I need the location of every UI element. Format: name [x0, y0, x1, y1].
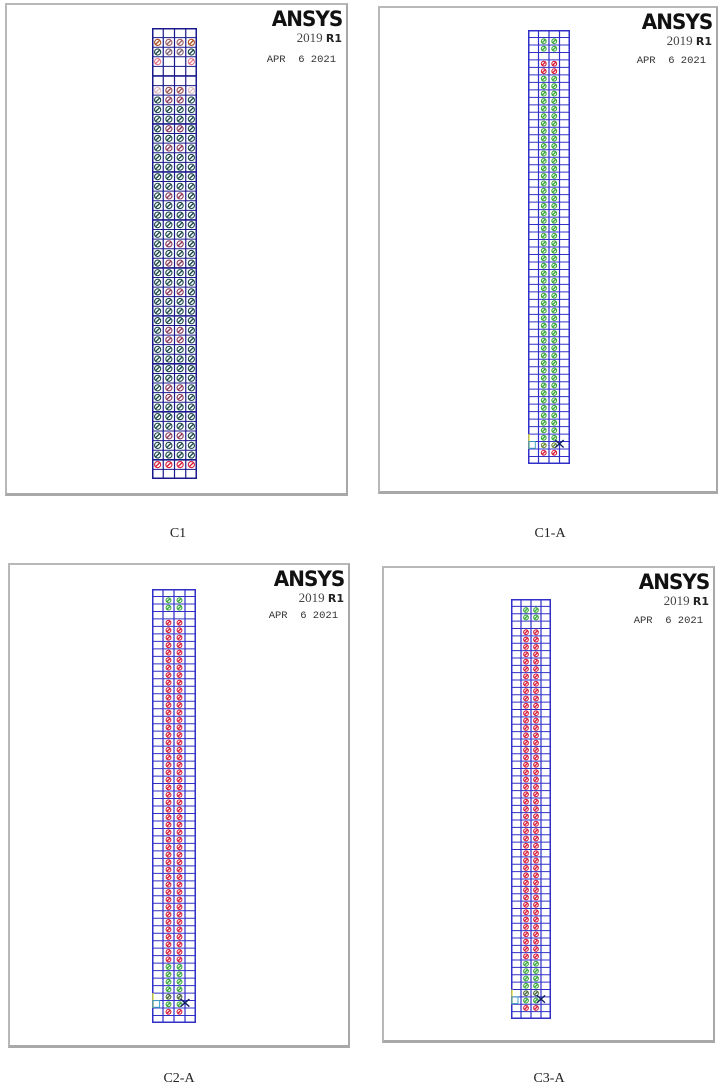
panel-c1: ANSYS 2019 R1 APR 6 2021: [5, 3, 348, 496]
ansys-brand: ANSYS: [638, 570, 710, 594]
caption-c3-a: C3-A: [533, 1071, 565, 1086]
finite-element-mesh: [511, 599, 551, 1019]
panel-c2-a: ANSYS 2019 R1 APR 6 2021: [8, 563, 350, 1048]
finite-element-mesh: [528, 30, 570, 464]
caption-c1-a: C1-A: [534, 526, 566, 541]
panel-c3-a: ANSYS 2019 R1 APR 6 2021: [382, 566, 715, 1043]
ansys-logo: ANSYS 2019 R1: [635, 570, 710, 608]
finite-element-mesh: [152, 589, 196, 1023]
date-stamp: APR 6 2021: [633, 615, 703, 627]
caption-c2-a: C2-A: [163, 1071, 195, 1086]
ansys-brand: ANSYS: [273, 567, 345, 591]
ansys-version: 2019 R1: [298, 590, 344, 605]
ansys-brand: ANSYS: [271, 7, 343, 31]
caption-c1: C1: [169, 526, 187, 541]
ansys-logo: ANSYS 2019 R1: [268, 7, 343, 45]
date-stamp: APR 6 2021: [266, 54, 336, 66]
panel-c1-a: ANSYS 2019 R1 APR 6 2021: [378, 6, 718, 494]
date-stamp: APR 6 2021: [636, 55, 706, 67]
mesh-column: [528, 30, 570, 464]
ansys-brand: ANSYS: [641, 10, 713, 34]
mesh-column: [152, 589, 196, 1023]
ansys-version: 2019 R1: [296, 30, 342, 45]
mesh-column: [511, 599, 551, 1019]
mesh-column: [152, 28, 197, 479]
ansys-version: 2019 R1: [666, 33, 712, 48]
ansys-version: 2019 R1: [663, 593, 709, 608]
ansys-logo: ANSYS 2019 R1: [638, 10, 713, 48]
ansys-logo: ANSYS 2019 R1: [270, 567, 345, 605]
date-stamp: APR 6 2021: [268, 610, 338, 622]
finite-element-mesh: [152, 28, 197, 479]
